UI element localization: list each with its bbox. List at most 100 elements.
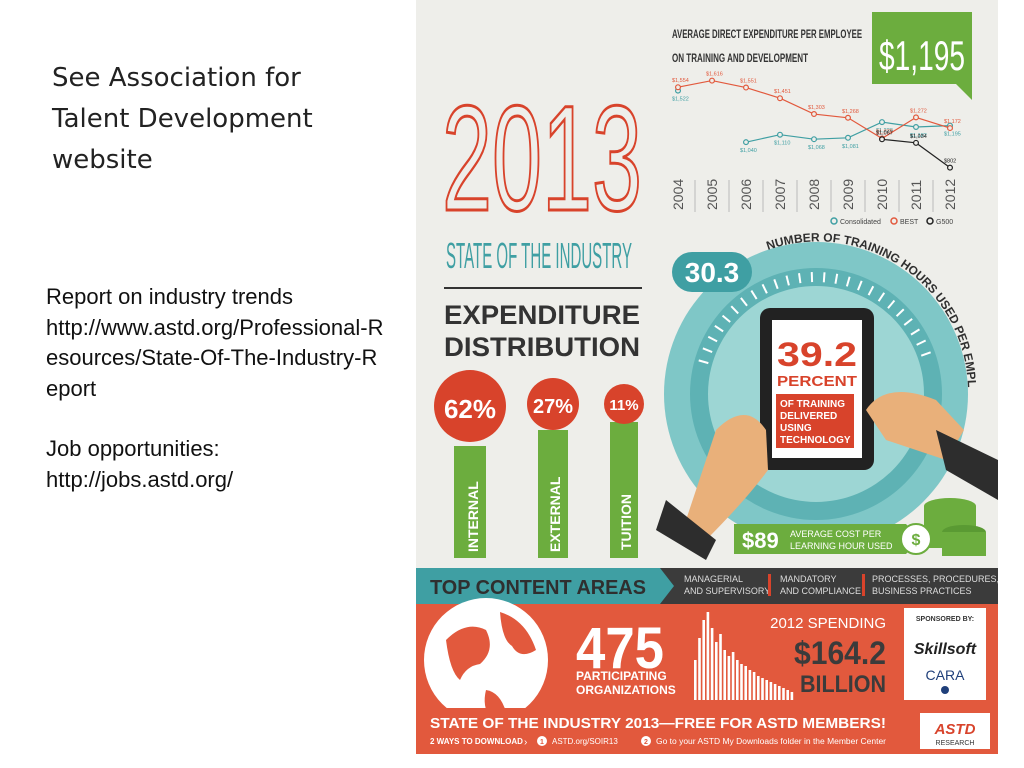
data-label: $1,451: [774, 89, 791, 95]
slide-heading: See Association for Talent Development w…: [52, 63, 313, 175]
spending-bar: [715, 642, 718, 700]
x-tick-label: 2011: [908, 180, 924, 210]
spending-bar: [790, 692, 794, 700]
data-point: [743, 139, 750, 146]
x-tick-label: 2007: [772, 179, 788, 210]
spending-bar: [698, 638, 701, 700]
ring-tick: [920, 351, 931, 357]
ring-tick: [721, 314, 731, 323]
x-tick-label: 2008: [806, 179, 822, 210]
cost-value: $89: [742, 528, 779, 553]
spending-bar: [702, 620, 705, 700]
expenditure-title-line1: EXPENDITURE: [444, 300, 640, 330]
data-label: $1,616: [706, 72, 723, 78]
data-point: [913, 139, 920, 146]
ring-tick: [698, 359, 709, 365]
data-point: [913, 114, 920, 121]
spending-bar: [773, 684, 777, 700]
x-tick-label: 2005: [704, 179, 720, 210]
ring-tick: [910, 328, 920, 336]
internal-value: 62%: [444, 394, 496, 424]
data-label: $1,272: [910, 108, 927, 114]
jobs-text: Job opportunities:: [46, 436, 220, 461]
globe-icon: [424, 598, 548, 722]
jobs-url[interactable]: http://jobs.astd.org/: [46, 466, 234, 492]
external-value: 27%: [533, 396, 573, 418]
cost-label-line1: AVERAGE COST PER: [790, 529, 882, 539]
data-label: $1,522: [672, 97, 689, 103]
x-tick-label: 2006: [738, 179, 754, 210]
x-tick-label: 2004: [670, 179, 686, 210]
footer-title: STATE OF THE INDUSTRY 2013—FREE FOR ASTD…: [430, 715, 886, 732]
sponsor-panel: SPONSORED BY: Skillsoft CARA: [904, 608, 986, 700]
avg-title-line2: ON TRAINING AND DEVELOPMENT: [672, 51, 808, 65]
ring-tick: [773, 279, 779, 290]
tuition-label: TUITION: [618, 494, 634, 550]
data-label: $1,172: [944, 119, 961, 125]
spending-bar: [782, 688, 785, 700]
distribution-tuition: 11% TUITION: [604, 384, 644, 558]
data-label: $1,067: [876, 130, 893, 136]
spending-bar: [736, 660, 739, 700]
tech-desc-4: TECHNOLOGY: [780, 435, 851, 446]
data-label: $1,228: [876, 128, 893, 134]
footer-ways: 2 WAYS TO DOWNLOAD: [430, 737, 523, 746]
spending-bar: [731, 652, 735, 700]
content-area-1-line1: MANAGERIAL: [684, 574, 743, 584]
expenditure-title-line2: DISTRIBUTION: [444, 332, 640, 362]
hands-illustration: [656, 392, 998, 560]
spending-unit: BILLION: [800, 671, 886, 698]
hours-value: 30.3: [685, 257, 740, 288]
spending-title: 2012 SPENDING: [770, 615, 886, 632]
ring-tick: [916, 339, 927, 346]
spending-bar: [694, 660, 697, 700]
report-url[interactable]: http://www.astd.org/Professional-Resourc…: [46, 314, 384, 401]
slide-body: Report on industry trends http://www.ast…: [46, 282, 386, 495]
tech-percent: 39.2: [777, 336, 857, 374]
data-label: $1,195: [944, 132, 961, 138]
dollar-icon: $: [912, 532, 921, 549]
top-content-title: TOP CONTENT AREAS: [430, 577, 646, 599]
internal-label: INTERNAL: [465, 481, 481, 552]
sponsored-by: SPONSORED BY:: [916, 616, 974, 623]
spending-value: $164.2: [794, 635, 886, 671]
data-point: [811, 111, 818, 118]
legend-consolidated: Consolidated: [840, 219, 881, 226]
footer-chevron-icon: ›: [524, 737, 527, 748]
spending-bar: [752, 672, 756, 700]
hours-badge: 30.3: [672, 252, 752, 292]
external-label: EXTERNAL: [547, 476, 563, 552]
data-point: [845, 134, 852, 141]
data-label: $1,034: [910, 134, 927, 140]
cost-label-line2: LEARNING HOUR USED: [790, 541, 893, 551]
data-label: $1,182: [910, 133, 927, 139]
spending-bar: [740, 664, 743, 700]
spending-bar: [765, 680, 768, 700]
data-point: [879, 119, 886, 126]
ring-tick: [834, 273, 839, 284]
content-area-3-line2: BUSINESS PRACTICES: [872, 586, 972, 596]
footer-step1[interactable]: ASTD.org/SOIR13: [552, 737, 618, 746]
ring-tick: [845, 276, 851, 287]
spending-bar: [719, 634, 722, 700]
orgs-label-line1: PARTICIPATING: [576, 669, 667, 683]
data-label: $1,081: [842, 144, 859, 150]
data-label: $1,554: [672, 78, 689, 84]
data-point: [743, 84, 750, 91]
chart-legend: Consolidated BEST G500: [830, 217, 953, 226]
top-content-bar: TOP CONTENT AREAS MANAGERIAL AND SUPERVI…: [416, 568, 998, 604]
spending-bar: [778, 686, 781, 700]
data-point: [777, 95, 784, 102]
tech-percent-label: PERCENT: [777, 373, 857, 390]
avg-amount: $1,195: [879, 32, 965, 79]
tablet-illustration: 39.2 PERCENT OF TRAINING DELIVERED USING…: [760, 308, 874, 470]
footer-logo-sub: RESEARCH: [936, 740, 975, 747]
data-point: [811, 136, 818, 143]
ring-tick: [761, 283, 768, 294]
avg-title-line1: AVERAGE DIRECT EXPENDITURE PER EMPLOYEE: [672, 27, 862, 41]
data-label: $1,040: [740, 148, 757, 154]
orgs-value: 475: [576, 616, 664, 681]
tech-desc-1: OF TRAINING: [780, 399, 845, 410]
avg-amount-badge: $1,195: [872, 12, 972, 100]
data-label: $1,551: [740, 79, 757, 85]
